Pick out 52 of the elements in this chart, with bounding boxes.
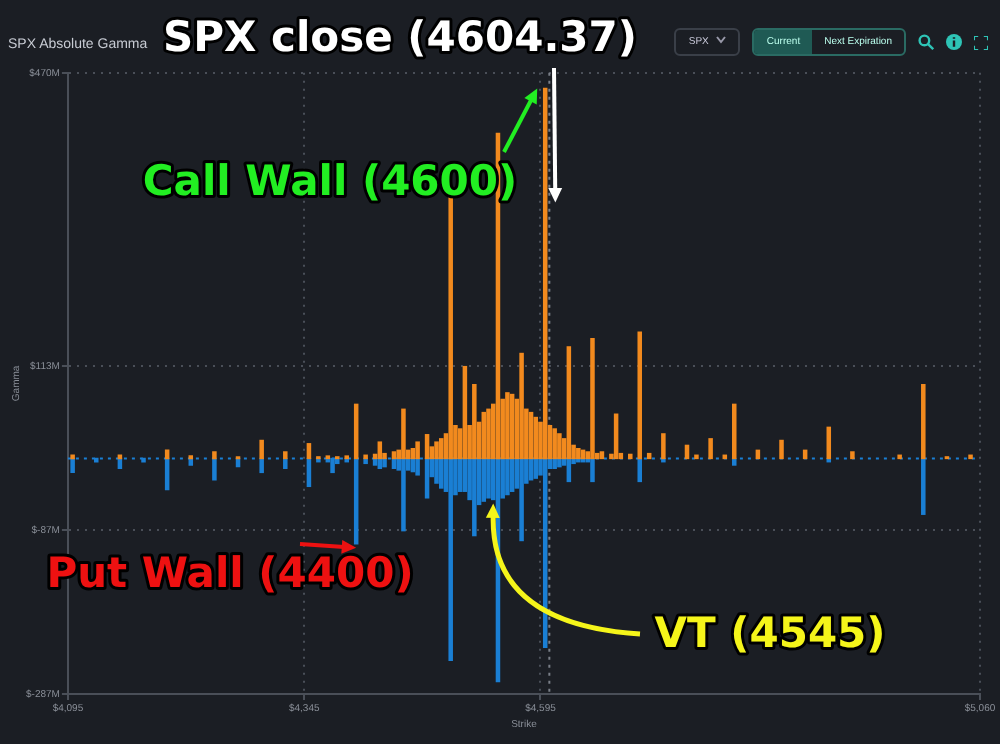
bar <box>732 457 737 466</box>
bar <box>505 392 510 460</box>
annotation: SPX close (4604.37) <box>163 12 637 61</box>
bar <box>486 457 491 499</box>
bar <box>552 428 557 460</box>
bar <box>637 457 642 483</box>
bar <box>694 454 699 460</box>
bar <box>472 457 477 537</box>
bar <box>259 457 264 474</box>
bar <box>70 457 75 474</box>
bar <box>283 457 288 469</box>
bar <box>505 457 510 496</box>
bar <box>897 454 902 460</box>
bar <box>415 441 420 460</box>
bar <box>212 457 217 481</box>
bar <box>401 457 406 532</box>
bar <box>382 457 387 468</box>
bar <box>732 403 737 460</box>
bar <box>557 457 562 468</box>
bar <box>434 457 439 484</box>
bar <box>472 383 477 460</box>
bar <box>968 454 973 460</box>
bar <box>438 438 444 460</box>
bar <box>661 433 666 460</box>
bar <box>921 457 926 515</box>
bar <box>448 457 453 662</box>
annotation: VT (4545) <box>654 608 886 657</box>
bar <box>590 338 595 460</box>
bar <box>434 441 439 460</box>
bar <box>590 457 595 483</box>
bar <box>519 457 524 542</box>
annotation: Put Wall (4400) <box>46 548 414 597</box>
bar <box>259 439 264 460</box>
bar <box>401 408 406 460</box>
bar <box>519 352 524 460</box>
bar <box>552 457 557 469</box>
bar <box>486 408 491 460</box>
bar <box>850 451 855 460</box>
bar <box>921 383 926 460</box>
bar <box>377 441 383 460</box>
bar <box>415 457 420 476</box>
bar <box>708 438 713 460</box>
bar <box>779 439 784 460</box>
bar <box>212 451 217 460</box>
bar <box>557 433 562 460</box>
bar <box>70 454 75 460</box>
bar <box>363 454 368 460</box>
bar <box>576 447 581 460</box>
bar <box>438 457 444 489</box>
bar <box>637 331 642 460</box>
bar <box>283 451 288 460</box>
bar <box>628 453 633 460</box>
